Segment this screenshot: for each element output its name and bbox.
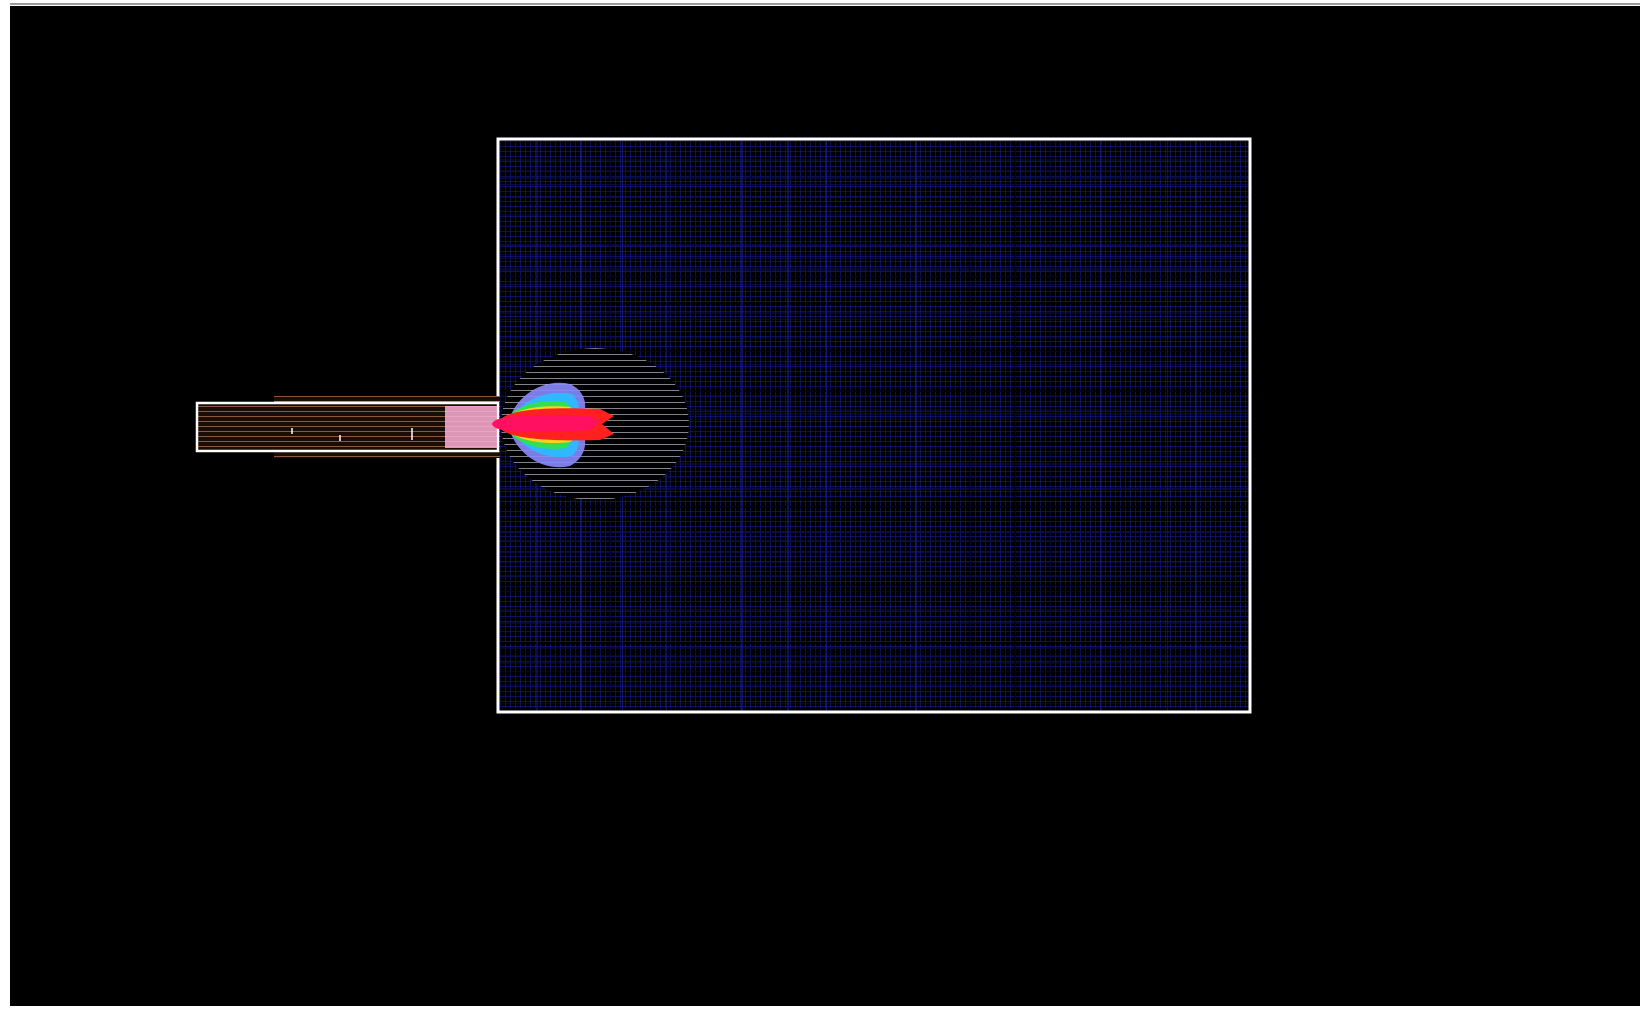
mesh-band: [498, 671, 1250, 674]
mesh-band: [498, 225, 1250, 227]
mesh-band: [498, 312, 1250, 314]
mesh-column: [915, 141, 917, 711]
mesh-band: [498, 208, 1250, 209]
mesh-band: [498, 562, 1250, 563]
mesh-band: [498, 176, 1250, 179]
scene-svg: [195, 137, 1252, 714]
mesh-column: [969, 141, 971, 711]
mesh-band: [498, 289, 1250, 290]
mesh-band: [498, 302, 1250, 305]
mesh-band: [498, 141, 1250, 143]
mesh-band: [498, 551, 1250, 553]
mesh-band: [498, 463, 1250, 465]
mesh-column: [798, 141, 799, 711]
mesh-band: [498, 395, 1250, 397]
mesh-band: [498, 284, 1250, 285]
mesh-band: [498, 488, 1250, 490]
mesh-band: [498, 358, 1250, 359]
mesh-band: [498, 276, 1250, 278]
mesh-band: [498, 409, 1250, 412]
mesh-band: [498, 268, 1250, 271]
mesh-band: [498, 655, 1250, 657]
mesh-band: [498, 386, 1250, 387]
mesh-band: [498, 617, 1250, 620]
mesh-dark-bands: [498, 141, 1250, 711]
nozzle-exit-section: [445, 406, 497, 448]
mesh-column: [1014, 141, 1016, 711]
mesh-band: [498, 476, 1250, 478]
mesh-band: [498, 364, 1250, 365]
mesh-band: [498, 449, 1250, 450]
mesh-band: [498, 442, 1250, 445]
mesh-band: [498, 429, 1250, 431]
mesh-band: [498, 531, 1250, 533]
mesh-domain: [496, 137, 1252, 714]
mesh-band: [498, 238, 1250, 239]
mesh-band: [498, 622, 1250, 624]
mesh-column: [1143, 141, 1144, 711]
mesh-column: [1050, 141, 1051, 711]
mesh-column: [868, 141, 869, 711]
mesh-column: [1167, 141, 1168, 711]
mesh-column: [1071, 141, 1072, 711]
jet-inner-core: [492, 415, 600, 432]
mesh-band: [498, 319, 1250, 320]
mesh-band: [498, 147, 1250, 149]
mesh-band: [498, 506, 1250, 508]
mesh-column: [751, 141, 752, 711]
window-top-border: [10, 3, 1640, 5]
jet-plume: [492, 382, 614, 468]
mesh-column: [771, 141, 772, 711]
mesh-band: [498, 453, 1250, 454]
mesh-band: [498, 631, 1250, 632]
mesh-band: [498, 390, 1250, 392]
mesh-band: [498, 254, 1250, 255]
render-canvas[interactable]: [10, 6, 1640, 1006]
mesh-band: [498, 258, 1250, 259]
mesh-band: [498, 244, 1250, 246]
mesh-band: [498, 350, 1250, 352]
mesh-column: [1195, 141, 1197, 711]
mesh-band: [498, 591, 1250, 592]
mesh-band: [498, 647, 1250, 649]
mesh-band: [498, 703, 1250, 704]
mesh-band: [498, 498, 1250, 500]
mesh-band: [498, 170, 1250, 172]
mesh-column: [1100, 141, 1102, 711]
mesh-band: [498, 374, 1250, 376]
mesh-band: [498, 708, 1250, 711]
mesh-band: [498, 197, 1250, 198]
mesh-band: [498, 184, 1250, 185]
mesh-column: [959, 141, 960, 711]
mesh-band: [498, 418, 1250, 420]
mesh-band: [498, 519, 1250, 521]
mesh-column: [694, 141, 695, 711]
mesh-band: [498, 337, 1250, 339]
mesh-band: [498, 580, 1250, 581]
mesh-band: [498, 661, 1250, 664]
mesh-band: [498, 684, 1250, 687]
mesh-column: [1122, 141, 1123, 711]
mesh-band: [498, 214, 1250, 216]
mesh-column: [741, 141, 743, 711]
mesh-column: [1232, 141, 1233, 711]
mesh-column: [826, 141, 827, 711]
mesh-band: [498, 609, 1250, 612]
mesh-band: [498, 540, 1250, 542]
mesh-band: [498, 159, 1250, 161]
mesh-band: [498, 651, 1250, 652]
mesh-band: [498, 575, 1250, 577]
mesh-band: [498, 690, 1250, 691]
nozzle: [195, 396, 500, 458]
mesh-band: [498, 403, 1250, 404]
mesh-band: [498, 330, 1250, 331]
mesh-column: [806, 141, 808, 711]
mesh-band: [498, 584, 1250, 587]
mesh-band: [498, 413, 1250, 415]
mesh-band: [498, 202, 1250, 204]
mesh-band: [498, 602, 1250, 603]
mesh-column: [787, 141, 789, 711]
mesh-band: [498, 642, 1250, 644]
